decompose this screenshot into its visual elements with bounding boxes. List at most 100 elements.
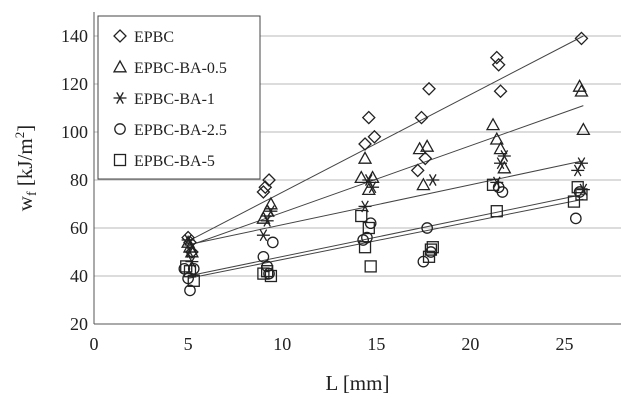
series-2-points (181, 150, 590, 268)
legend-marker (114, 123, 126, 135)
data-point (496, 186, 509, 198)
x-tick-label: 0 (90, 334, 99, 354)
data-point (493, 141, 508, 155)
trend-line-series-0 (187, 35, 584, 242)
data-point (572, 79, 587, 92)
data-point (489, 131, 504, 145)
legend-label: EPBC-BA-2.5 (134, 122, 227, 139)
legend-marker (113, 153, 127, 167)
legend-label: EPBC-BA-5 (134, 153, 215, 170)
trend-lines (187, 35, 584, 279)
data-point (574, 31, 589, 46)
data-point (355, 209, 368, 223)
data-point (485, 117, 501, 131)
data-point (183, 265, 197, 278)
data-point (421, 222, 433, 234)
data-point (362, 221, 375, 235)
data-point (412, 141, 427, 155)
trend-line-series-2 (188, 160, 584, 246)
data-point (567, 195, 581, 208)
data-point (414, 110, 429, 125)
y-tick-label: 140 (61, 26, 88, 46)
data-point (187, 274, 200, 287)
data-point (365, 170, 380, 184)
data-point (574, 83, 589, 97)
data-point (266, 236, 279, 249)
data-point (263, 196, 279, 210)
data-point (364, 217, 377, 230)
data-point (490, 205, 503, 218)
y-tick-label: 80 (70, 170, 88, 190)
x-tick-label: 20 (461, 334, 479, 354)
data-point (575, 188, 588, 201)
legend-label: EPBC-BA-0.5 (134, 60, 227, 77)
data-point (256, 229, 270, 242)
series-3-points (178, 181, 586, 297)
data-point (256, 211, 271, 224)
data-point (181, 235, 196, 248)
axes (93, 12, 621, 325)
y-tick-label: 60 (70, 218, 88, 238)
data-point (257, 267, 270, 280)
data-point (410, 163, 425, 178)
data-point (256, 185, 271, 199)
data-point (574, 157, 588, 170)
data-point (426, 241, 439, 254)
legend-marker (113, 92, 127, 104)
data-point (354, 170, 369, 184)
data-point (358, 241, 372, 254)
data-point (184, 245, 199, 259)
data-point (187, 262, 200, 275)
data-point (422, 81, 436, 96)
data-point (486, 178, 500, 191)
data-point (491, 57, 506, 72)
data-point (361, 110, 376, 125)
x-tick-label: 10 (273, 334, 291, 354)
trend-line-series-4 (188, 198, 584, 279)
legend-label: EPBC (134, 29, 174, 46)
y-tick-label: 20 (70, 314, 88, 334)
data-point (361, 231, 373, 244)
data-points (178, 31, 591, 297)
data-point (181, 234, 195, 246)
data-point (184, 284, 196, 297)
x-tick-label: 15 (367, 334, 385, 354)
data-point (569, 212, 582, 225)
data-point (358, 137, 372, 151)
data-point (420, 139, 435, 152)
legend-label: EPBC-BA-1 (134, 91, 215, 108)
legend-marker (113, 29, 127, 43)
data-point (422, 250, 436, 263)
data-point (424, 243, 438, 256)
data-point (426, 174, 440, 186)
data-point (418, 151, 433, 166)
data-point (489, 50, 504, 65)
data-point (576, 122, 591, 136)
data-point (264, 205, 278, 218)
data-point (183, 246, 197, 258)
legend: EPBC EPBC-BA-0.5 EPBC-BA-1 EPBC-BA-2.5 EPBC-… (97, 15, 261, 180)
trend-line-series-3 (188, 193, 584, 277)
data-point (497, 150, 511, 162)
data-point (571, 181, 584, 194)
data-point (262, 173, 276, 187)
data-point (261, 265, 274, 278)
series-4-points (180, 178, 588, 287)
y-tick-label: 120 (61, 74, 88, 94)
x-tick-label: 25 (556, 334, 574, 354)
data-point (571, 164, 585, 177)
data-point (364, 260, 377, 273)
data-point (357, 151, 373, 164)
data-point (264, 269, 278, 283)
data-point (366, 181, 380, 194)
data-point (493, 84, 508, 99)
legend-marker (112, 59, 128, 73)
data-point (416, 177, 431, 191)
y-axis-label: wf [kJ/m2] (12, 125, 40, 211)
x-tick-label: 5 (184, 334, 193, 354)
data-point (180, 260, 193, 273)
data-point (367, 129, 382, 144)
data-point (497, 160, 512, 174)
y-tick-label: 40 (70, 266, 88, 286)
